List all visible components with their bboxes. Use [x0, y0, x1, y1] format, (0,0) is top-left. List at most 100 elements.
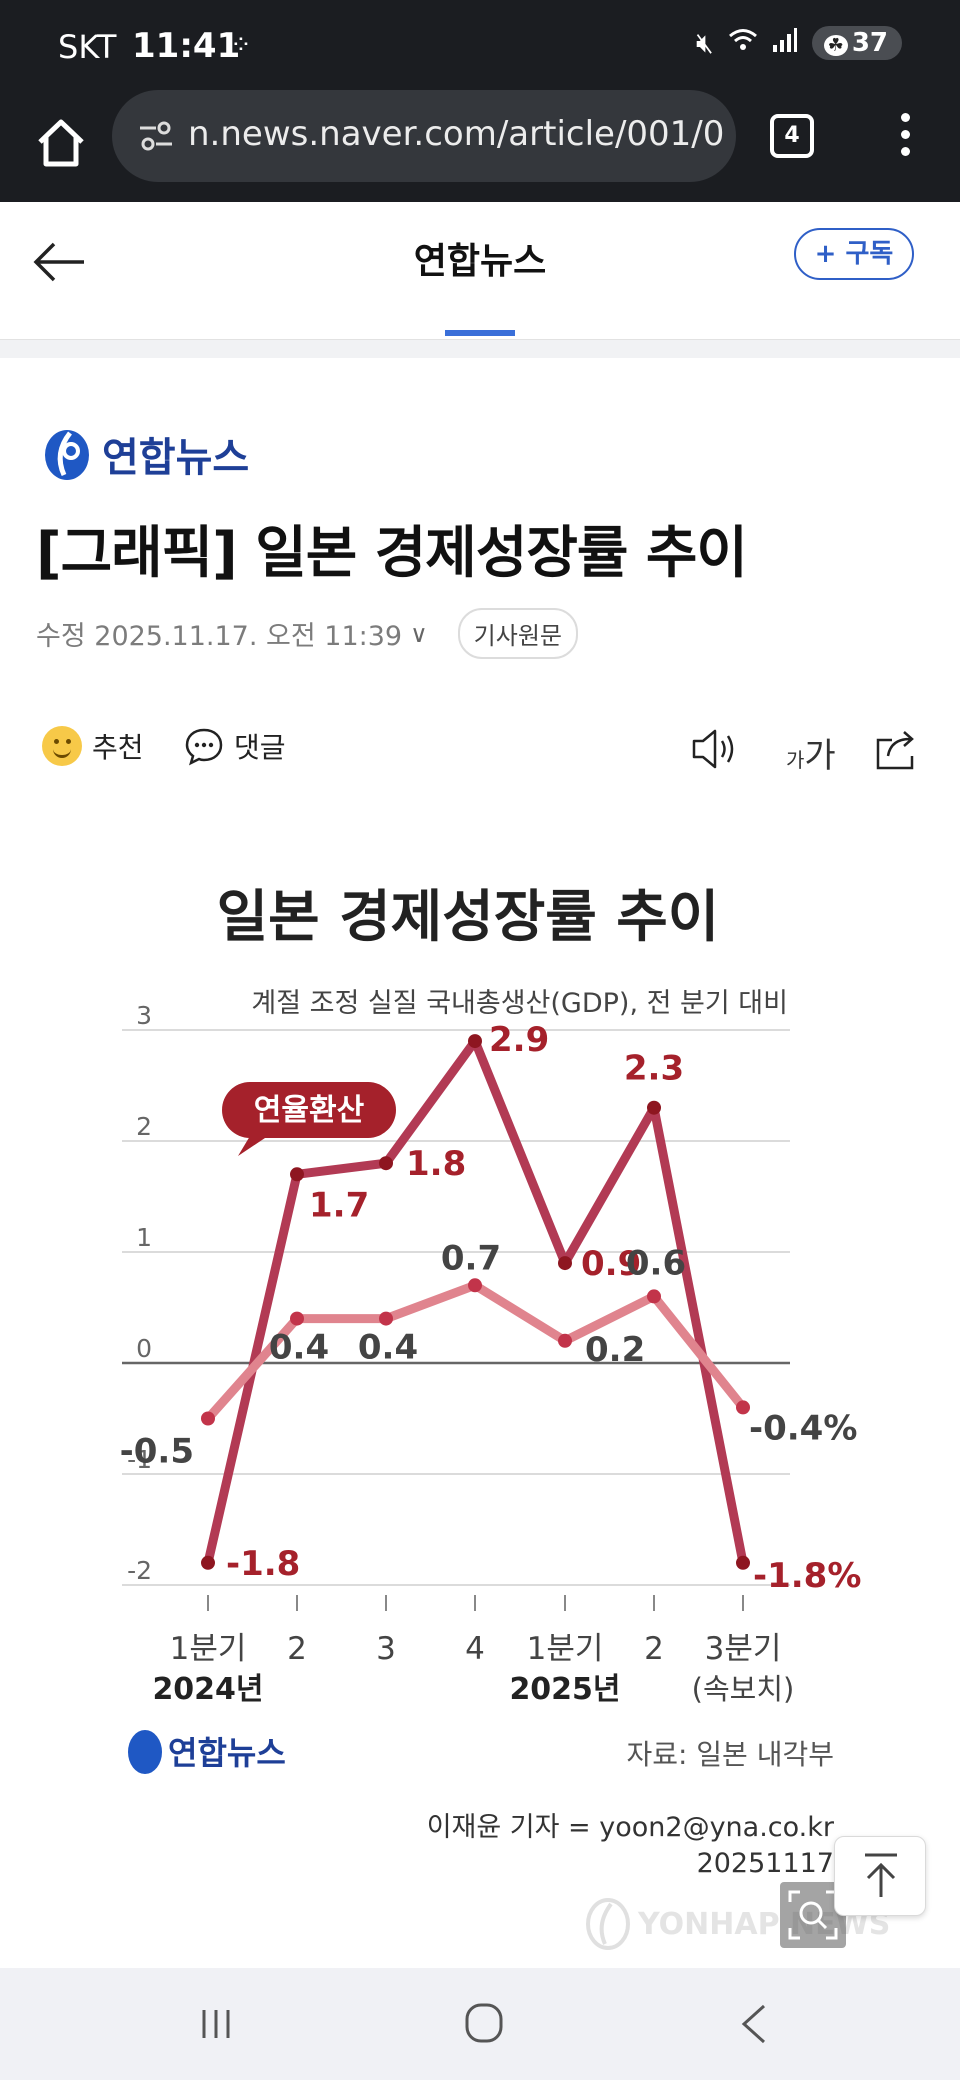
data-label: -1.8 — [226, 1544, 300, 1584]
back-button[interactable] — [30, 232, 90, 292]
x-tick-label: 2 — [287, 1631, 307, 1667]
tab-switcher-button[interactable]: 4 — [770, 114, 814, 158]
data-point — [468, 1034, 482, 1049]
smile-icon — [42, 726, 82, 766]
data-point — [379, 1311, 393, 1326]
comment-label: 댓글 — [234, 731, 286, 764]
status-icons: 🔇︎ ☘ 37 — [696, 26, 902, 60]
back-nav-icon[interactable] — [736, 2002, 772, 2046]
data-point — [468, 1278, 482, 1293]
text-to-speech-button[interactable] — [690, 726, 740, 772]
data-label: 2.3 — [624, 1049, 684, 1089]
data-point — [736, 1555, 750, 1570]
more-menu-icon[interactable] — [890, 108, 920, 164]
status-bar: SKT 11:41 ⁘ 🔇︎ ☘ 37 — [0, 0, 960, 90]
divider — [0, 340, 960, 358]
data-label: 0.2 — [585, 1330, 645, 1370]
wifi-icon — [728, 27, 758, 60]
yonhap-watermark-icon — [586, 1898, 630, 1950]
share-button[interactable] — [874, 726, 920, 772]
article-headline: [그래픽] 일본 경제성장률 추이 — [36, 521, 748, 586]
home-icon — [38, 119, 84, 167]
y-tick-label: 0 — [136, 1334, 152, 1363]
article-graphic[interactable]: 일본 경제성장률 추이 계절 조정 실질 국내총생산(GDP), 전 분기 대비… — [0, 860, 960, 1960]
data-point — [558, 1256, 572, 1271]
data-label: 0.6 — [626, 1243, 686, 1283]
data-point — [379, 1156, 393, 1171]
recommend-label: 추천 — [92, 731, 144, 764]
data-label: 0.4 — [358, 1328, 418, 1368]
x-tick-label: 2 — [644, 1631, 664, 1667]
chart-subtitle: 계절 조정 실질 국내총생산(GDP), 전 분기 대비 — [251, 988, 788, 1019]
active-tab-indicator — [445, 330, 515, 336]
data-point — [290, 1167, 304, 1182]
data-point — [290, 1311, 304, 1326]
gdp-line-chart: 일본 경제성장률 추이 계절 조정 실질 국내총생산(GDP), 전 분기 대비… — [120, 885, 862, 1879]
x-tick-label: 1분기 — [527, 1631, 604, 1667]
press-logo[interactable]: 연합뉴스 — [40, 424, 249, 484]
x-tick-label: 3 — [376, 1631, 396, 1667]
x-tick-label: 1분기 — [170, 1631, 247, 1667]
chevron-down-icon[interactable]: ∨ — [410, 619, 428, 648]
y-tick-label: -1 — [127, 1445, 152, 1474]
data-label: 1.7 — [309, 1185, 369, 1225]
x-sub-label: 2024년 — [152, 1672, 263, 1707]
arrow-left-icon — [33, 242, 84, 282]
chart-grid: 3 2 1 0 -1 -2 1분기 2024년 2 3 4 1분기 2025년 2 3분기 (속보치) — [122, 1001, 794, 1707]
chart-title: 일본 경제성장률 추이 — [217, 885, 720, 950]
data-point — [201, 1411, 215, 1426]
article-meta: 수정 2025.11.17. 오전 11:39 ∨ 기사원문 — [36, 608, 578, 659]
speaker-icon — [692, 729, 734, 769]
battery-level: 37 — [851, 28, 888, 58]
press-logo-text: 연합뉴스 — [102, 435, 250, 481]
y-tick-label: 2 — [136, 1112, 152, 1141]
arrow-up-icon — [865, 1853, 897, 1897]
chart-source: 자료: 일본 내각부 — [626, 1738, 834, 1771]
y-tick-label: 3 — [136, 1001, 152, 1030]
chart-labels: -1.8 1.7 1.8 2.9 0.9 2.3 -1.8% -0.5 0.4 0.4 0.7 0.2… — [120, 1020, 862, 1596]
yonhap-logo-icon — [128, 1730, 162, 1774]
subscribe-button[interactable]: + 구독 — [794, 228, 914, 280]
data-point — [647, 1100, 661, 1115]
data-label: 2.9 — [489, 1020, 549, 1060]
url-text[interactable]: n.news.naver.com/article/001/0 — [188, 114, 725, 154]
font-size-small-label: 가 — [786, 748, 805, 772]
recommend-button[interactable]: 추천 — [42, 726, 144, 766]
address-bar[interactable]: n.news.naver.com/article/001/0 — [112, 90, 736, 182]
data-label: -0.4% — [749, 1408, 857, 1448]
font-size-button[interactable]: 가가 — [786, 728, 836, 777]
annual-badge-text: 연율환산 — [254, 1093, 365, 1128]
original-article-button[interactable]: 기사원문 — [457, 608, 578, 659]
yonhap-logo-icon — [45, 430, 89, 480]
data-point — [558, 1333, 572, 1348]
battery-icon: ☘ 37 — [811, 26, 902, 60]
home-nav-icon[interactable] — [464, 2000, 504, 2046]
x-tick-label: 4 — [465, 1631, 485, 1667]
app-header: 연합뉴스 + 구독 — [0, 202, 960, 340]
browser-toolbar: n.news.naver.com/article/001/0 4 — [0, 90, 960, 202]
chart-series — [201, 1034, 750, 1570]
graphic-footer: 연합뉴스 자료: 일본 내각부 이재윤 기자 = yoon2@yna.co.kr… — [128, 1730, 835, 1879]
clock: 11:41 — [132, 26, 241, 66]
data-label: 1.8 — [406, 1144, 466, 1184]
comment-button[interactable]: 댓글 — [184, 726, 286, 766]
article-date: 수정 2025.11.17. 오전 11:39 — [36, 621, 403, 652]
system-nav-bar — [0, 1968, 960, 2080]
data-label: 0.7 — [441, 1238, 501, 1278]
data-label: 0.4 — [269, 1328, 329, 1368]
data-point — [201, 1555, 215, 1570]
press-title[interactable]: 연합뉴스 — [413, 241, 547, 282]
comment-icon — [185, 728, 223, 766]
graphic-brand: 연합뉴스 — [168, 1734, 286, 1772]
site-settings-icon[interactable] — [136, 116, 176, 156]
x-sub-label: 2025년 — [509, 1672, 620, 1707]
home-button[interactable] — [30, 112, 92, 174]
recent-apps-icon[interactable] — [196, 2004, 236, 2044]
x-tick-label: 3분기 — [705, 1631, 782, 1667]
carrier-label: SKT — [58, 28, 117, 66]
scroll-to-top-button[interactable] — [834, 1836, 926, 1916]
y-tick-label: 1 — [136, 1223, 152, 1252]
share-icon — [876, 731, 914, 770]
network-speed-icon: ⁘ — [230, 30, 252, 60]
mute-icon: 🔇︎ — [696, 26, 714, 59]
